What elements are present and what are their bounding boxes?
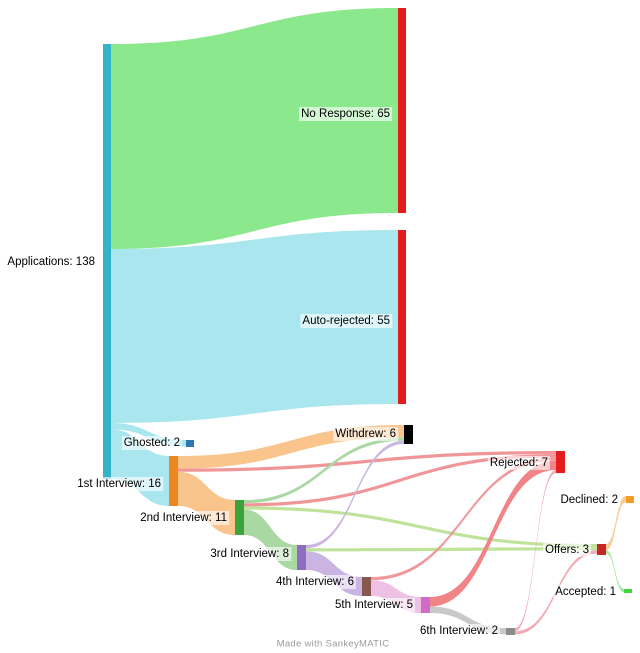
flow-4th-interview-to-rejected bbox=[371, 457, 556, 581]
node-declined bbox=[626, 496, 634, 503]
label-4th-interview: 4th Interview: 6 bbox=[274, 575, 356, 589]
flow-1st-interview-to-rejected bbox=[178, 451, 556, 472]
node-1st-interview bbox=[169, 456, 178, 506]
label-offers: Offers: 3 bbox=[543, 543, 591, 557]
flow-3rd-interview-to-offers bbox=[306, 547, 597, 552]
node-2nd-interview bbox=[235, 500, 244, 535]
node-5th-interview bbox=[421, 597, 430, 613]
label-rejected: Rejected: 7 bbox=[487, 456, 550, 470]
node-3rd-interview bbox=[297, 545, 306, 570]
label-auto-rejected: Auto-rejected: 55 bbox=[300, 314, 392, 328]
label-no-response: No Response: 65 bbox=[299, 107, 392, 121]
label-2nd-interview: 2nd Interview: 11 bbox=[138, 511, 229, 525]
flow-1st-interview-to-2nd-interview bbox=[178, 471, 235, 535]
label-1st-interview: 1st Interview: 16 bbox=[75, 477, 163, 491]
node-withdrew bbox=[404, 425, 413, 444]
label-declined: Declined: 2 bbox=[558, 493, 620, 507]
node-applications bbox=[103, 44, 111, 479]
flow-5th-interview-to-rejected bbox=[430, 460, 556, 607]
sankeymatic-watermark: Made with SankeyMATIC bbox=[276, 638, 390, 650]
flow-3rd-interview-to-4th-interview bbox=[306, 551, 362, 596]
flow-2nd-interview-to-withdrew bbox=[244, 437, 404, 504]
flow-6th-interview-to-rejected bbox=[515, 470, 556, 632]
flow-offers-to-accepted bbox=[606, 550, 624, 593]
flow-applications-to-no-response bbox=[111, 8, 398, 249]
node-auto-rejected bbox=[398, 230, 406, 404]
label-3rd-interview: 3rd Interview: 8 bbox=[208, 547, 291, 561]
label-ghosted: Ghosted: 2 bbox=[121, 436, 182, 450]
label-applications: Applications: 138 bbox=[5, 255, 97, 269]
flow-3rd-interview-to-withdrew bbox=[306, 440, 404, 549]
label-6th-interview: 6th Interview: 2 bbox=[418, 624, 500, 638]
flow-applications-to-auto-rejected bbox=[111, 230, 398, 423]
flow-2nd-interview-to-rejected bbox=[244, 454, 556, 507]
node-no-response bbox=[398, 8, 406, 213]
node-ghosted bbox=[186, 440, 194, 447]
node-rejected bbox=[556, 451, 565, 473]
node-offers bbox=[597, 544, 606, 555]
label-accepted: Accepted: 1 bbox=[553, 585, 618, 599]
node-6th-interview bbox=[506, 628, 515, 635]
label-withdrew: Withdrew: 6 bbox=[333, 427, 398, 441]
flow-offers-to-declined bbox=[606, 496, 626, 551]
flow-2nd-interview-to-offers bbox=[244, 506, 597, 548]
node-4th-interview bbox=[362, 577, 371, 596]
label-5th-interview: 5th Interview: 5 bbox=[333, 598, 415, 612]
node-accepted bbox=[624, 589, 632, 593]
